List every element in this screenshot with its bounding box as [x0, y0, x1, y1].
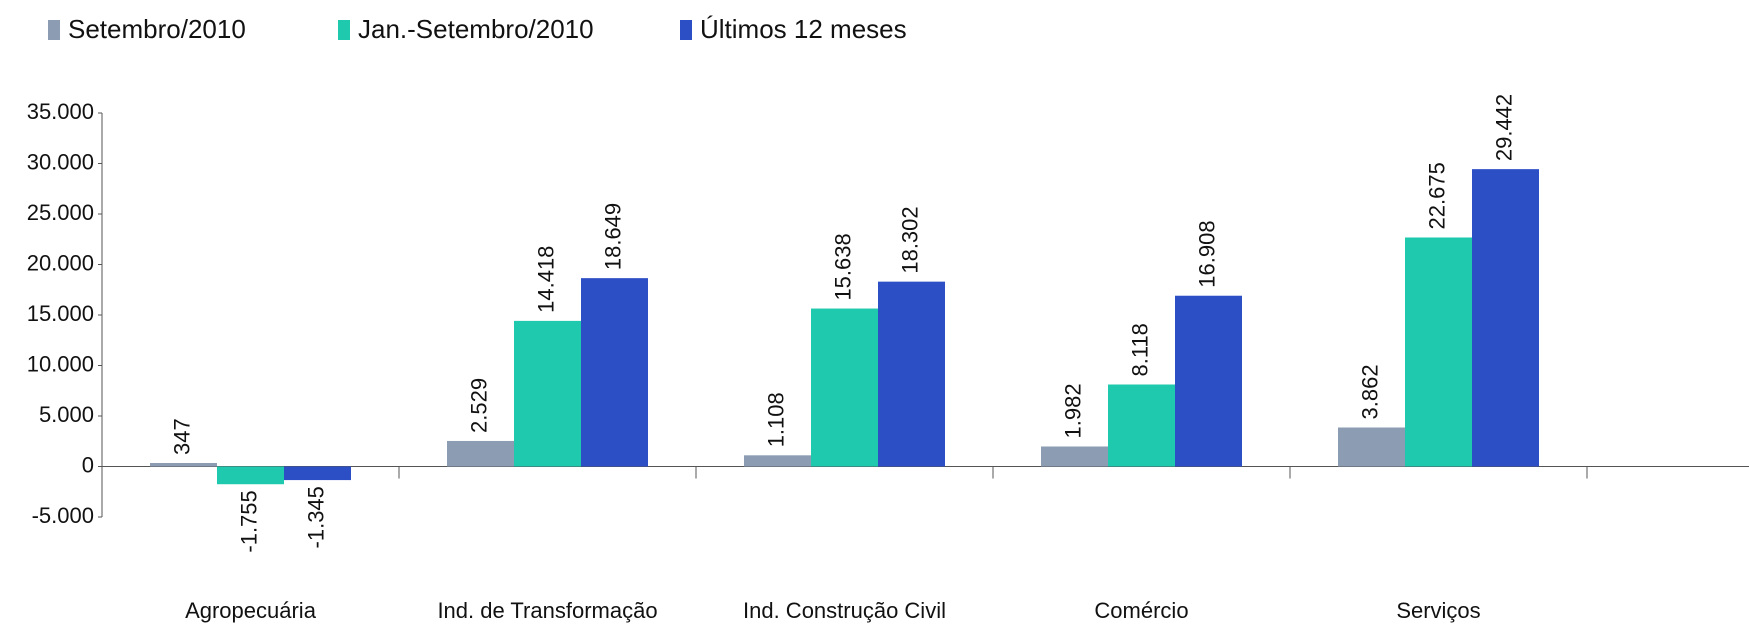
- y-tick-label: 25.000: [27, 200, 94, 225]
- y-tick-label: 0: [82, 452, 94, 477]
- bar: [447, 440, 514, 467]
- y-tick-label: 5.000: [39, 402, 94, 427]
- value-label: 1.982: [1060, 383, 1085, 438]
- bar: [1175, 295, 1242, 467]
- value-label: 18.302: [897, 206, 922, 273]
- y-tick-label: 10.000: [27, 351, 94, 376]
- value-label: -1.755: [236, 490, 261, 552]
- y-tick-label: 20.000: [27, 250, 94, 275]
- value-label: 3.862: [1357, 364, 1382, 419]
- value-label: -1.345: [303, 486, 328, 548]
- legend-label: Jan.-Setembro/2010: [358, 14, 594, 44]
- bar: [744, 455, 811, 467]
- value-label: 16.908: [1194, 220, 1219, 287]
- bar: [581, 278, 648, 467]
- value-label: 15.638: [830, 233, 855, 300]
- x-tick-label: Agropecuária: [185, 598, 317, 623]
- x-tick-label: Ind. de Transformação: [437, 598, 657, 623]
- bar: [811, 308, 878, 467]
- bar: [1405, 237, 1472, 467]
- value-label: 14.418: [533, 246, 558, 313]
- y-tick-label: 35.000: [27, 99, 94, 124]
- x-tick-label: Comércio: [1094, 598, 1188, 623]
- value-label: 8.118: [1127, 323, 1152, 376]
- bar: [150, 462, 217, 467]
- bar: [878, 281, 945, 467]
- bar: [1338, 427, 1405, 467]
- x-tick-label: Ind. Construção Civil: [743, 598, 946, 623]
- bar: [284, 466, 351, 481]
- y-tick-label: 30.000: [27, 149, 94, 174]
- legend-swatch: [338, 20, 350, 40]
- value-label: 347: [169, 418, 194, 455]
- value-label: 1.108: [763, 392, 788, 447]
- value-label: 18.649: [600, 203, 625, 270]
- value-label: 2.529: [466, 378, 491, 433]
- bar: [1041, 446, 1108, 467]
- legend-label: Últimos 12 meses: [700, 14, 907, 44]
- bar: [217, 466, 284, 485]
- legend-swatch: [680, 20, 692, 40]
- bar: [1108, 384, 1175, 467]
- legend-swatch: [48, 20, 60, 40]
- value-label: 22.675: [1424, 162, 1449, 229]
- y-tick-label: 15.000: [27, 301, 94, 326]
- x-tick-label: Serviços: [1396, 598, 1480, 623]
- bar: [1472, 169, 1539, 467]
- legend-label: Setembro/2010: [68, 14, 246, 44]
- bar: [514, 320, 581, 467]
- y-tick-label: -5.000: [32, 503, 94, 528]
- value-label: 29.442: [1491, 94, 1516, 161]
